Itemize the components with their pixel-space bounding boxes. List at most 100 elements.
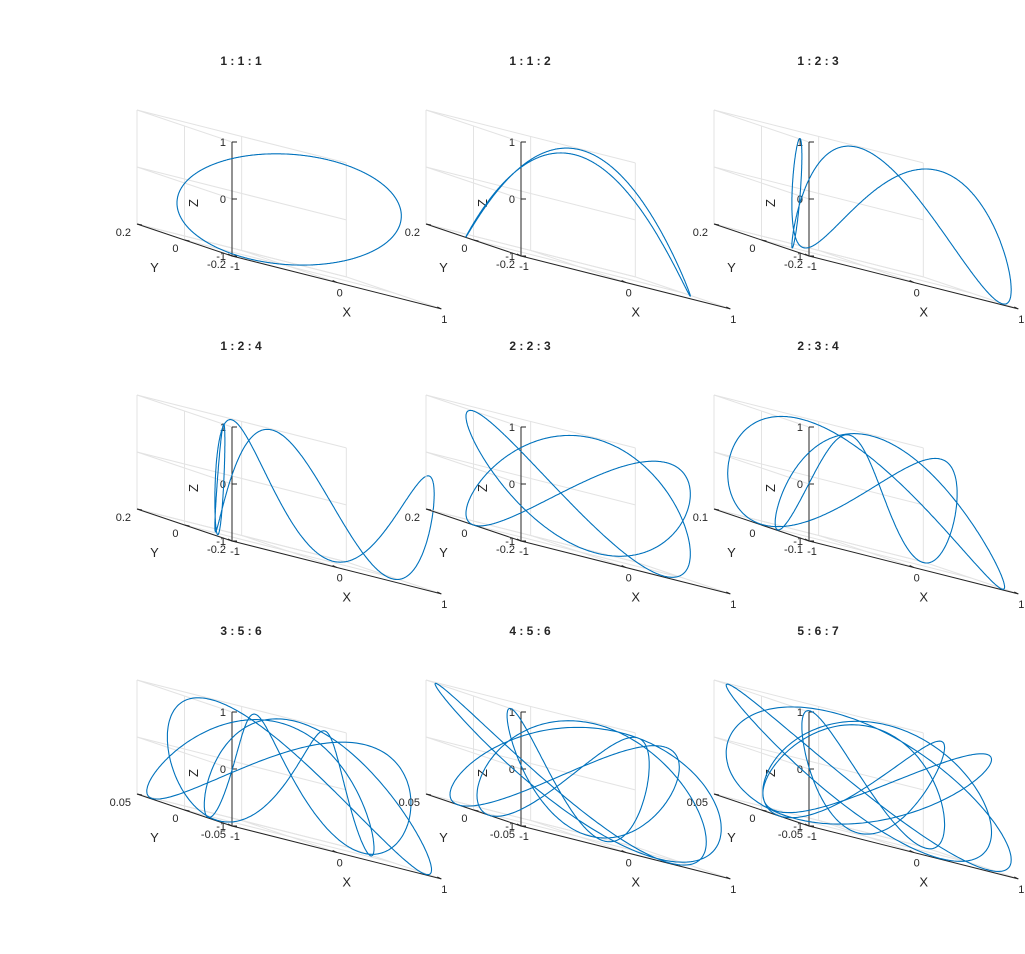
y-axis-label: Y [150,260,159,275]
y-tick-label: -0.1 [784,544,803,556]
subplot-title: 1 : 2 : 4 [220,339,262,353]
x-axis-label: X [342,874,351,889]
subplot-title: 2 : 3 : 4 [797,339,839,353]
subplot-title: 1 : 1 : 2 [509,54,551,68]
y-tick-label: -0.2 [784,259,803,271]
grid [425,394,731,595]
z-tick-label: -1 [793,536,803,548]
grid [136,394,442,595]
x-tick-label: -1 [230,261,240,273]
subplot-title: 5 : 6 : 7 [797,624,839,638]
y-tick-label: 0 [172,528,178,540]
y-axis-label: Y [150,830,159,845]
x-tick-label: 0 [337,287,343,299]
x-axis-label: X [919,874,928,889]
subplot-title: 1 : 2 : 3 [797,54,839,68]
axes [136,426,442,595]
z-tick-label: -1 [505,821,515,833]
y-tick-label: 0.2 [693,227,708,239]
x-axis-label: X [919,589,928,604]
z-tick-label: 1 [220,707,226,719]
x-tick-label: 0 [914,287,920,299]
grid [713,679,1019,880]
x-tick-label: 0 [914,572,920,584]
x-tick-label: -1 [230,546,240,558]
curve-series [176,153,402,266]
z-axis-label: Z [186,199,201,207]
y-tick-label: -0.2 [496,259,515,271]
y-axis-label: Y [439,545,448,560]
x-tick-label: 1 [730,314,736,326]
y-axis-label: Y [439,830,448,845]
curve-series [214,419,435,581]
y-axis-label: Y [727,830,736,845]
curve-series [727,415,1006,590]
subplot-title: 1 : 1 : 1 [220,54,262,68]
y-tick-label: -0.05 [490,829,515,841]
z-axis-label: Z [763,769,778,777]
z-axis-label: Z [763,199,778,207]
x-tick-label: 0 [337,572,343,584]
x-tick-label: 1 [1018,599,1024,611]
x-axis-label: X [631,589,640,604]
z-tick-label: -1 [793,821,803,833]
y-tick-label: -0.2 [207,259,226,271]
y-tick-label: 0 [749,243,755,255]
x-tick-label: -1 [807,546,817,558]
z-tick-label: -1 [505,536,515,548]
x-axis-label: X [919,304,928,319]
grid [713,394,1019,595]
z-tick-label: -1 [216,536,226,548]
z-tick-label: 0 [797,764,803,776]
y-tick-label: 0.2 [116,512,131,524]
axes [425,711,731,880]
z-tick-label: 0 [220,479,226,491]
z-tick-label: 1 [797,707,803,719]
x-tick-label: 1 [441,599,447,611]
axes [136,141,442,310]
x-tick-label: 1 [441,884,447,896]
y-axis-label: Y [727,545,736,560]
z-tick-label: 0 [509,479,515,491]
z-tick-label: -1 [793,251,803,263]
y-tick-label: 0 [461,528,467,540]
curve-series [791,138,1012,305]
z-tick-label: 1 [509,422,515,434]
subplot-title: 4 : 5 : 6 [509,624,551,638]
x-axis-label: X [342,304,351,319]
x-axis-label: X [342,589,351,604]
y-tick-label: 0 [749,813,755,825]
axes [713,141,1019,310]
x-tick-label: 0 [626,857,632,869]
axes [713,426,1019,595]
y-tick-label: -0.05 [201,829,226,841]
y-tick-label: 0 [172,813,178,825]
x-tick-label: 0 [626,572,632,584]
x-tick-label: -1 [519,546,529,558]
grid [136,679,442,880]
x-tick-label: -1 [230,831,240,843]
curve-series [725,683,1012,872]
x-tick-label: 1 [441,314,447,326]
z-tick-label: -1 [216,821,226,833]
z-axis-label: Z [763,484,778,492]
x-tick-label: 1 [1018,314,1024,326]
z-tick-label: 1 [797,422,803,434]
z-tick-label: 0 [220,194,226,206]
subplot-title: 2 : 2 : 3 [509,339,551,353]
z-axis-label: Z [186,484,201,492]
y-tick-label: 0.2 [405,512,420,524]
curve-series [465,409,691,578]
z-tick-label: 1 [509,137,515,149]
y-axis-label: Y [439,260,448,275]
z-tick-label: 1 [797,137,803,149]
x-tick-label: 0 [914,857,920,869]
y-axis-label: Y [150,545,159,560]
